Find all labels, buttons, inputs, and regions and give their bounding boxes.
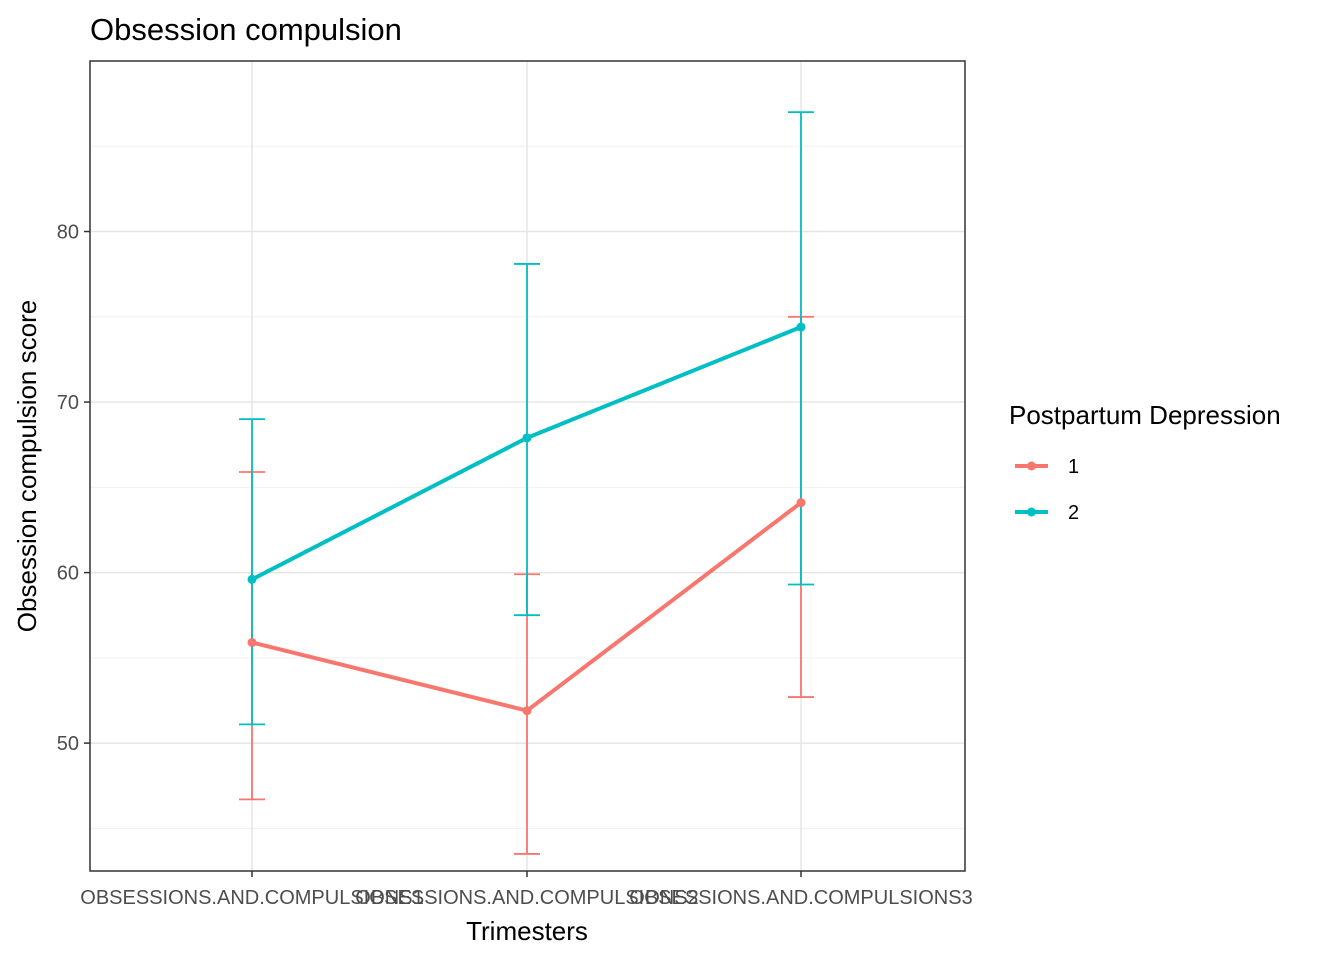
y-axis-title: Obsession compulsion score [12,300,42,632]
x-tick-label: OBSESSIONS.AND.COMPULSIONS1 [80,887,423,909]
legend-title: Postpartum Depression [1009,400,1281,430]
y-tick-label: 70 [57,392,79,414]
legend-key-point-1 [1027,461,1036,471]
data-point-2 [247,574,257,584]
y-axis-ticks: 50 60 70 80 [57,222,90,755]
data-point-1 [247,637,257,647]
chart-title: Obsession compulsion [90,12,402,47]
data-point-1 [796,498,806,508]
legend: Postpartum Depression 12 [1009,400,1281,524]
y-tick-label: 80 [57,222,79,244]
data-point-2 [522,433,532,443]
series-points [247,322,806,716]
data-point-1 [522,706,532,716]
x-axis-ticks: OBSESSIONS.AND.COMPULSIONS1OBSESSIONS.AN… [80,871,973,909]
x-tick-label: OBSESSIONS.AND.COMPULSIONS2 [355,887,698,909]
legend-label-1: 1 [1068,456,1079,478]
y-tick-label: 60 [57,563,79,585]
data-point-2 [796,322,806,332]
legend-items: 12 [1015,456,1079,524]
legend-label-2: 2 [1068,502,1079,524]
y-tick-label: 50 [57,733,79,755]
x-axis-title: Trimesters [466,916,588,946]
legend-key-point-2 [1027,507,1036,517]
x-tick-label: OBSESSIONS.AND.COMPULSIONS3 [629,887,972,909]
